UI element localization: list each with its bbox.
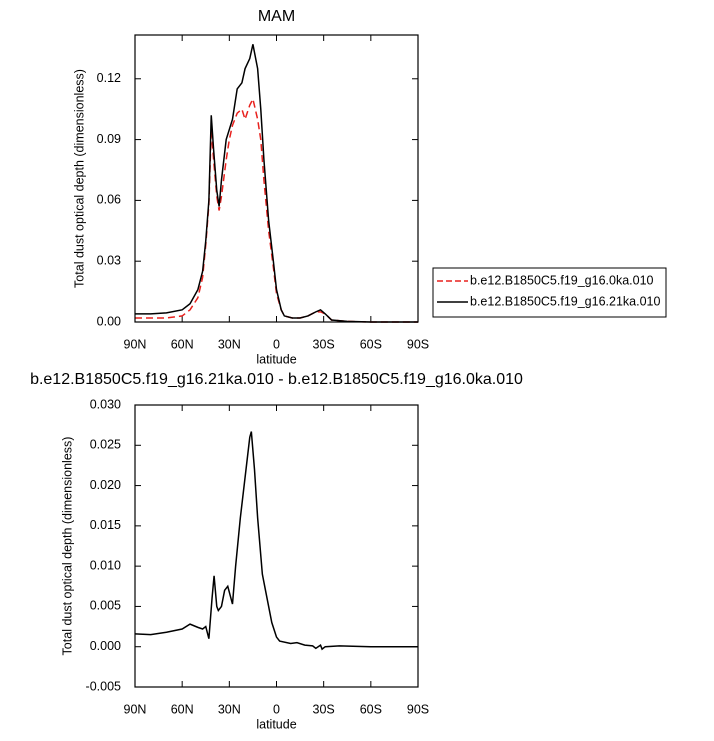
y-tick-label: 0.005 — [90, 599, 121, 613]
data-line — [134, 431, 418, 651]
x-axis-label: latitude — [256, 717, 296, 731]
legend-box — [432, 267, 667, 318]
legend-label: b.e12.B1850C5.f19_g16.0ka.010 — [470, 273, 654, 287]
y-tick-label: 0.00 — [97, 314, 121, 328]
x-tick-label: 30N — [218, 337, 241, 351]
x-tick-label: 90S — [407, 702, 429, 716]
x-tick-label: 0 — [273, 337, 280, 351]
y-tick-label: 0.010 — [90, 558, 121, 572]
y-tick-label: 0.12 — [97, 71, 121, 85]
x-axis-label: latitude — [256, 352, 296, 366]
y-tick-label: 0.015 — [90, 518, 121, 532]
y-axis-label: Total dust optical depth (dimensionless) — [60, 437, 74, 656]
chart-title: b.e12.B1850C5.f19_g16.21ka.010 - b.e12.B… — [30, 371, 523, 388]
x-tick-label: 60N — [171, 702, 194, 716]
x-tick-label: 60N — [171, 337, 194, 351]
x-tick-label: 60S — [360, 702, 382, 716]
y-tick-label: 0.025 — [90, 438, 121, 452]
plot-frame — [134, 404, 419, 688]
x-tick-label: 90N — [124, 702, 147, 716]
x-tick-label: 30S — [313, 702, 335, 716]
y-tick-label: -0.005 — [86, 679, 121, 693]
x-tick-label: 0 — [273, 702, 280, 716]
y-tick-label: 0.030 — [90, 397, 121, 411]
chart-title: MAM — [258, 8, 295, 25]
x-tick-label: 60S — [360, 337, 382, 351]
y-tick-label: 0.03 — [97, 253, 121, 267]
y-tick-label: 0.020 — [90, 478, 121, 492]
x-tick-label: 30S — [313, 337, 335, 351]
data-line — [135, 44, 418, 323]
y-tick-label: 0.09 — [97, 132, 121, 146]
y-tick-label: 0.000 — [90, 639, 121, 653]
x-tick-label: 90S — [407, 337, 429, 351]
x-tick-label: 30N — [218, 702, 241, 716]
y-axis-label: Total dust optical depth (dimensionless) — [72, 69, 86, 288]
x-tick-label: 90N — [124, 337, 147, 351]
legend-label: b.e12.B1850C5.f19_g16.21ka.010 — [470, 294, 660, 308]
plot-frame — [134, 34, 419, 323]
y-tick-label: 0.06 — [97, 193, 121, 207]
